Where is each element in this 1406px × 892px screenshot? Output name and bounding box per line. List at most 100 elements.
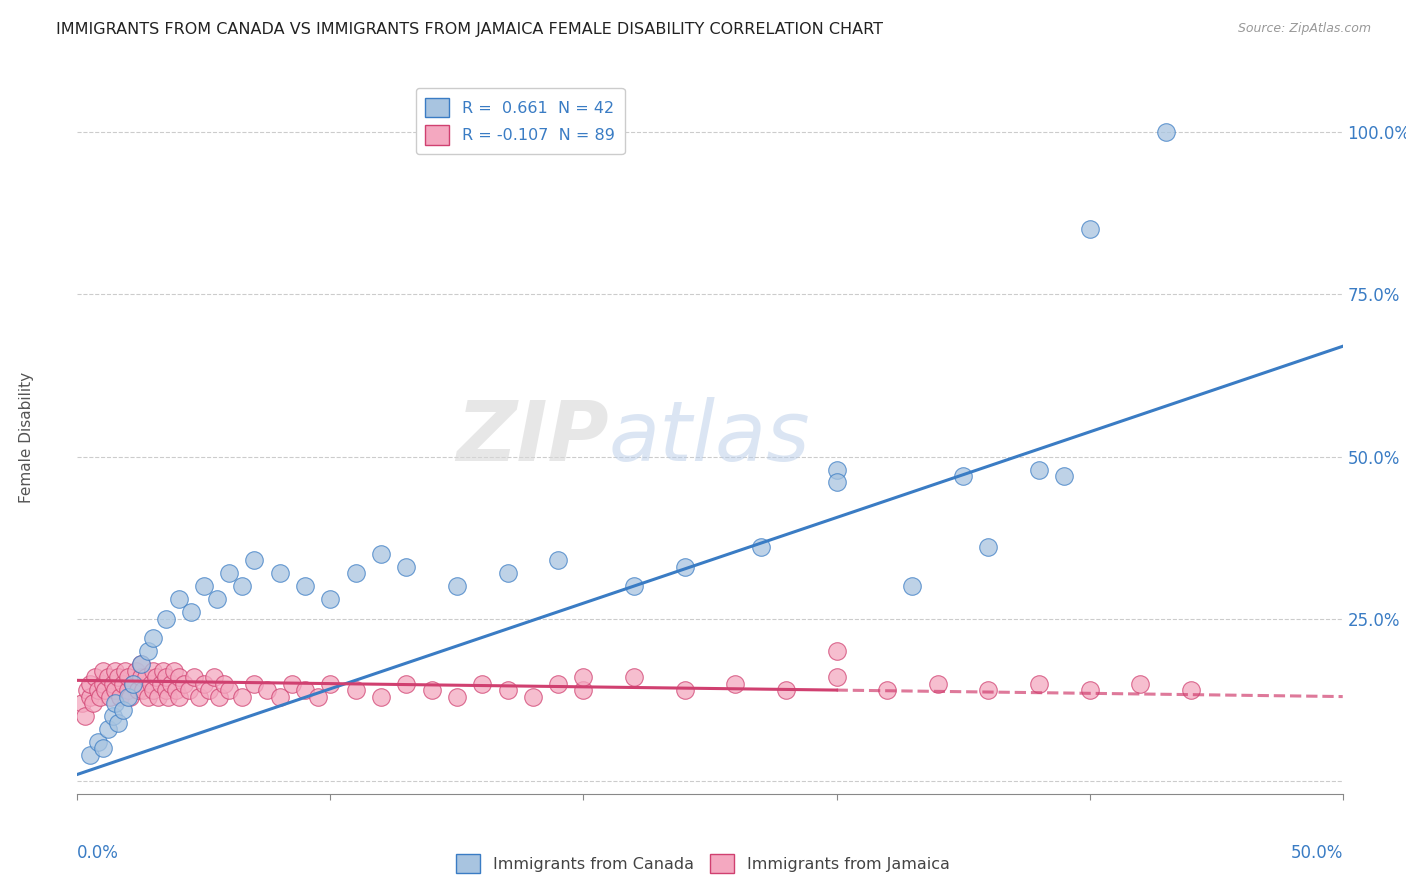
Point — [124, 664, 146, 678]
Point — [395, 559, 418, 574]
Point — [218, 683, 240, 698]
Point — [129, 657, 152, 672]
Point — [212, 676, 235, 690]
Point — [1129, 676, 1152, 690]
Point — [72, 696, 94, 710]
Point — [114, 664, 136, 678]
Point — [86, 735, 108, 749]
Point — [142, 683, 165, 698]
Point — [148, 690, 170, 704]
Point — [122, 676, 145, 690]
Point — [623, 579, 645, 593]
Point — [187, 690, 209, 704]
Point — [79, 747, 101, 762]
Text: 50.0%: 50.0% — [1291, 844, 1343, 862]
Point — [76, 683, 98, 698]
Point — [1154, 125, 1177, 139]
Text: 0.0%: 0.0% — [77, 844, 120, 862]
Point — [91, 664, 114, 678]
Point — [180, 605, 202, 619]
Point — [84, 670, 107, 684]
Point — [825, 475, 848, 490]
Point — [547, 553, 569, 567]
Point — [120, 690, 142, 704]
Point — [82, 696, 104, 710]
Point — [117, 690, 139, 704]
Point — [307, 690, 329, 704]
Point — [344, 683, 367, 698]
Point — [673, 559, 696, 574]
Point — [155, 612, 177, 626]
Point — [136, 644, 159, 658]
Point — [319, 676, 342, 690]
Point — [104, 664, 127, 678]
Point — [135, 670, 157, 684]
Point — [572, 670, 595, 684]
Point — [395, 676, 418, 690]
Point — [104, 683, 127, 698]
Point — [370, 547, 392, 561]
Point — [173, 676, 195, 690]
Point — [825, 670, 848, 684]
Legend: Immigrants from Canada, Immigrants from Jamaica: Immigrants from Canada, Immigrants from … — [450, 847, 956, 880]
Point — [157, 690, 180, 704]
Point — [139, 676, 162, 690]
Text: Source: ZipAtlas.com: Source: ZipAtlas.com — [1237, 22, 1371, 36]
Point — [446, 579, 468, 593]
Point — [1078, 222, 1101, 236]
Point — [89, 690, 111, 704]
Point — [294, 683, 316, 698]
Point — [97, 670, 120, 684]
Point — [129, 657, 152, 672]
Point — [1180, 683, 1202, 698]
Point — [117, 670, 139, 684]
Point — [673, 683, 696, 698]
Point — [149, 676, 172, 690]
Point — [111, 676, 134, 690]
Point — [97, 722, 120, 736]
Point — [876, 683, 898, 698]
Point — [927, 676, 949, 690]
Point — [79, 676, 101, 690]
Point — [193, 676, 215, 690]
Point — [155, 670, 177, 684]
Point — [177, 683, 200, 698]
Point — [160, 676, 183, 690]
Point — [110, 690, 132, 704]
Text: atlas: atlas — [609, 397, 810, 477]
Point — [344, 566, 367, 581]
Text: Female Disability: Female Disability — [20, 371, 34, 503]
Point — [623, 670, 645, 684]
Point — [107, 715, 129, 730]
Legend: R =  0.661  N = 42, R = -0.107  N = 89: R = 0.661 N = 42, R = -0.107 N = 89 — [416, 88, 624, 154]
Point — [183, 670, 205, 684]
Point — [127, 683, 149, 698]
Point — [111, 702, 134, 716]
Point — [724, 676, 747, 690]
Point — [132, 683, 155, 698]
Point — [281, 676, 304, 690]
Point — [370, 690, 392, 704]
Point — [86, 683, 108, 698]
Point — [142, 664, 165, 678]
Point — [977, 541, 1000, 555]
Point — [94, 683, 117, 698]
Point — [256, 683, 278, 698]
Point — [522, 690, 544, 704]
Point — [1078, 683, 1101, 698]
Point — [901, 579, 924, 593]
Point — [79, 690, 101, 704]
Point — [496, 566, 519, 581]
Point — [1028, 462, 1050, 476]
Point — [198, 683, 221, 698]
Point — [145, 670, 167, 684]
Point — [952, 469, 974, 483]
Point — [73, 709, 96, 723]
Point — [243, 676, 266, 690]
Point — [825, 644, 848, 658]
Point — [101, 709, 124, 723]
Point — [107, 670, 129, 684]
Point — [167, 592, 190, 607]
Point — [165, 683, 187, 698]
Point — [231, 690, 253, 704]
